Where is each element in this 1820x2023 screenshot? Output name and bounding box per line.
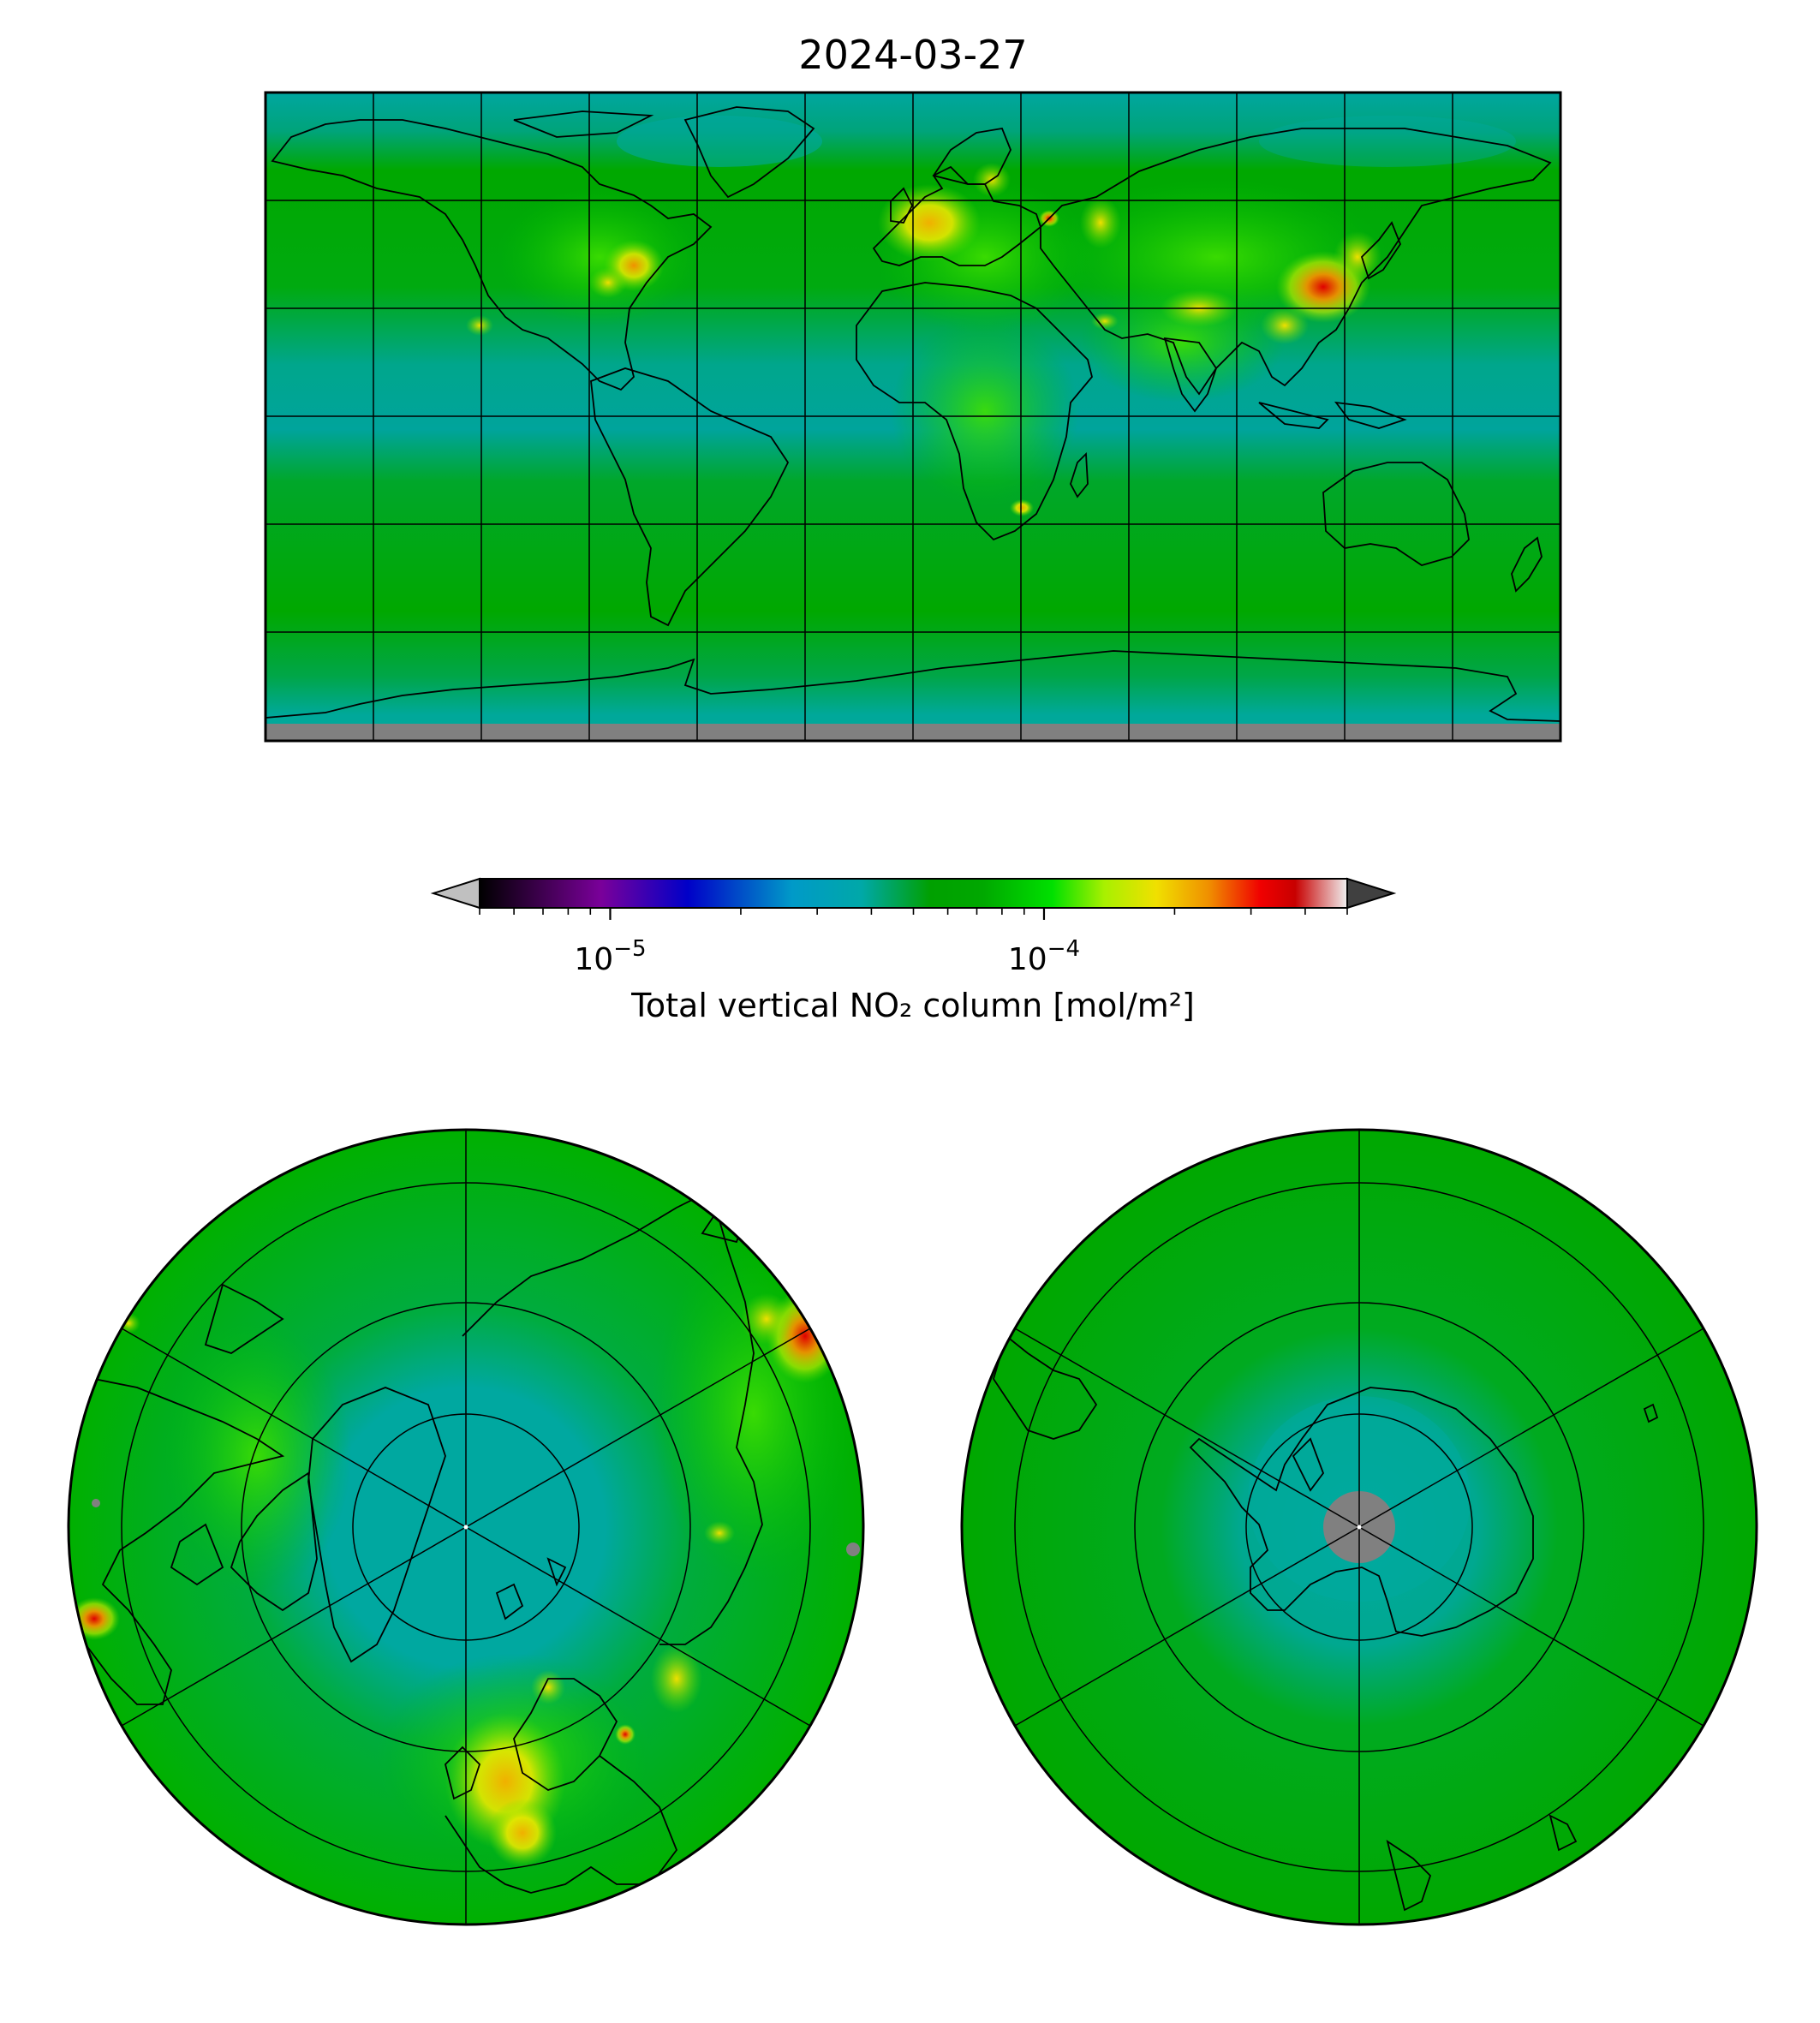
colorbar-tick-label-1-base: 10 — [574, 942, 613, 977]
south-polar-frame — [960, 1128, 1758, 1926]
global-map-gridlines — [266, 92, 1560, 741]
north-polar-map — [67, 1128, 865, 1926]
global-map — [264, 91, 1562, 743]
colorbar-tick-label-2: 10−4 — [1008, 936, 1080, 977]
colorbar-tick-label-1-exp: −5 — [613, 936, 646, 962]
figure-title: 2024-03-27 — [798, 32, 1027, 78]
colorbar-tick-label-1: 10−5 — [574, 936, 646, 977]
svg-text:10−5: 10−5 — [574, 936, 646, 977]
colorbar-under-extension — [430, 877, 480, 910]
colorbar-ticks — [479, 908, 1348, 920]
north-polar-field — [69, 1189, 860, 1894]
global-map-frame — [264, 91, 1562, 743]
hotspot-highveld — [1010, 499, 1034, 516]
north-polar-frame — [67, 1128, 865, 1926]
colorbar-label: Total vertical NO₂ column [mol/m²] — [630, 987, 1195, 1024]
colorbar-body — [479, 878, 1348, 909]
colorbar-over-extension — [1346, 877, 1397, 910]
colorbar-tick-label-2-base: 10 — [1008, 942, 1047, 977]
colorbar-tick-label-2-exp: −4 — [1047, 936, 1080, 962]
hotspot-europe — [878, 184, 981, 261]
south-polar-map — [960, 1128, 1758, 1926]
svg-text:10−4: 10−4 — [1008, 936, 1080, 977]
colorbar: 10−5 10−4 Total vertical NO₂ column [mol… — [430, 877, 1397, 1024]
south-polar-coastlines — [993, 1334, 1659, 1912]
